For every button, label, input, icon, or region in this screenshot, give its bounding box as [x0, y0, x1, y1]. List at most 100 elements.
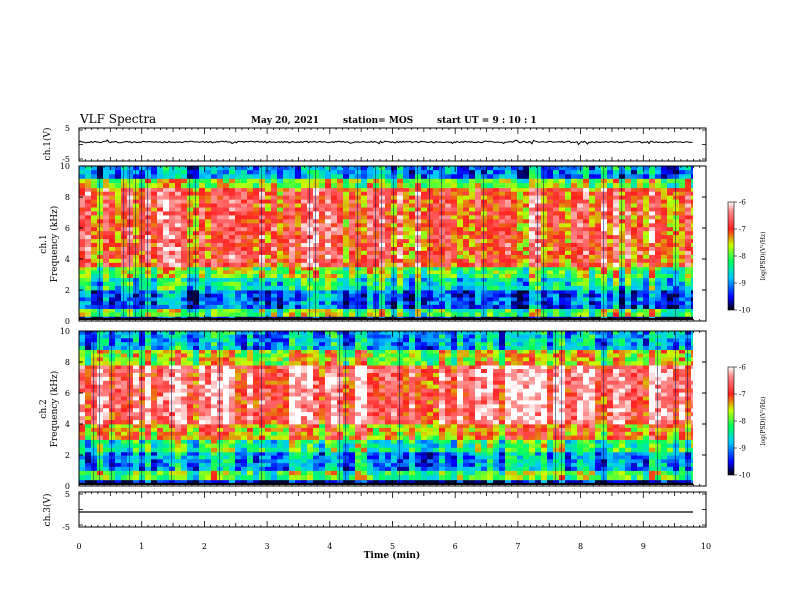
spectrogram-cell: [385, 293, 392, 298]
spectrogram-cell: [127, 195, 134, 200]
spectrogram-cell: [223, 266, 230, 271]
spectrogram-cell: [559, 170, 566, 175]
spectrogram-cell: [139, 369, 146, 374]
spectrogram-cell: [643, 170, 650, 175]
spectrogram-cell: [121, 297, 128, 302]
spectrogram-cell: [283, 293, 290, 298]
spectrogram-cell: [301, 270, 308, 275]
spectrogram-cell: [139, 420, 146, 425]
ch1-spectrogram-image: [79, 166, 693, 320]
spectrogram-cell: [661, 290, 668, 295]
spectrogram-cell: [451, 174, 458, 179]
spectrogram-cell: [97, 431, 104, 437]
spectrogram-cell: [301, 203, 308, 208]
spectrogram-cell: [349, 312, 356, 317]
spectrogram-cell: [97, 293, 104, 298]
spectrogram-cell: [571, 266, 578, 271]
spectrogram-cell: [469, 174, 476, 179]
spectrogram-cell: [319, 235, 326, 240]
spectrogram-cell: [217, 174, 224, 179]
spectrogram-cell: [199, 380, 206, 386]
spectrogram-cell: [601, 301, 608, 306]
spectrogram-cell: [253, 215, 260, 220]
spectrogram-cell: [463, 277, 470, 283]
spectrogram-cell: [565, 262, 572, 268]
spectrogram-cell: [589, 191, 596, 197]
spectrogram-cell: [97, 262, 104, 268]
spectrogram-cell: [349, 166, 356, 171]
spectrogram-cell: [115, 466, 122, 471]
spectrogram-cell: [205, 235, 212, 240]
spectrogram-cell: [109, 203, 116, 208]
spectrogram-cell: [565, 211, 572, 216]
spectrogram-cell: [337, 247, 344, 252]
spectrogram-cell: [595, 203, 602, 208]
spectrogram-cell: [241, 211, 248, 216]
spectrogram-cell: [163, 345, 170, 350]
spectrogram-cell: [349, 223, 356, 228]
spectrogram-cell: [421, 277, 428, 283]
spectrogram-cell: [415, 191, 422, 197]
spectrogram-cell: [625, 170, 632, 175]
spectrogram-cell: [421, 195, 428, 200]
spectrogram-cell: [295, 258, 302, 264]
spectrogram-cell: [109, 345, 116, 350]
spectrogram-cell: [391, 270, 398, 275]
spectrogram-cell: [559, 195, 566, 200]
spectrogram-cell: [145, 353, 152, 358]
spectrogram-cell: [265, 274, 272, 278]
spectrogram-cell: [553, 243, 560, 248]
spectrogram-cell: [319, 191, 326, 197]
spectrogram-cell: [265, 308, 272, 313]
spectrogram-cell: [523, 290, 530, 295]
spectrogram-cell: [667, 281, 674, 287]
spectrogram-cell: [133, 231, 140, 236]
spectrogram-cell: [583, 219, 590, 224]
spectrogram-cell: [445, 231, 452, 236]
spectrogram-cell: [85, 331, 92, 336]
spectrogram-cell: [307, 301, 314, 306]
spectrogram-cell: [199, 170, 206, 175]
spectrogram-cell: [145, 304, 152, 309]
spectrogram-cell: [91, 304, 98, 309]
spectrogram-cell: [211, 443, 218, 449]
spectrogram-cell: [691, 178, 693, 184]
spectrogram-cell: [193, 353, 200, 358]
spectrogram-cell: [115, 459, 122, 464]
spectrogram-cell: [229, 258, 236, 264]
spectrogram-cell: [205, 281, 212, 287]
spectrogram-cell: [169, 304, 176, 309]
spectrogram-cell: [97, 424, 104, 429]
spectrogram-cell: [517, 166, 524, 171]
spectrogram-cell: [619, 174, 626, 179]
spectrogram-cell: [247, 254, 254, 260]
spectrogram-cell: [223, 258, 230, 264]
spectrogram-cell: [253, 227, 260, 232]
spectrogram-cell: [559, 211, 566, 216]
spectrogram-cell: [199, 420, 206, 425]
spectrogram-cell: [115, 219, 122, 224]
spectrogram-cell: [679, 235, 686, 240]
spectrogram-cell: [331, 297, 338, 302]
spectrogram-cell: [271, 281, 278, 287]
spectrogram-cell: [487, 187, 494, 193]
spectrogram-cell: [385, 297, 392, 302]
spectrogram-cell: [145, 431, 152, 437]
spectrogram-cell: [127, 345, 134, 350]
spectrogram-cell: [115, 308, 122, 313]
spectrogram-cell: [499, 258, 506, 264]
spectrogram-cell: [91, 297, 98, 302]
spectrogram-cell: [655, 178, 662, 184]
spectrogram-cell: [97, 447, 104, 453]
spectrogram-cell: [265, 301, 272, 306]
spectrogram-cell: [169, 373, 176, 378]
spectrogram-cell: [625, 297, 632, 302]
spectrogram-cell: [679, 178, 686, 184]
spectrogram-cell: [199, 301, 206, 306]
spectrogram-cell: [79, 274, 86, 278]
spectrogram-cell: [637, 270, 644, 275]
spectrogram-cell: [475, 219, 482, 224]
spectrogram-cell: [619, 297, 626, 302]
spectrogram-cell: [403, 308, 410, 313]
spectrogram-cell: [325, 199, 332, 204]
